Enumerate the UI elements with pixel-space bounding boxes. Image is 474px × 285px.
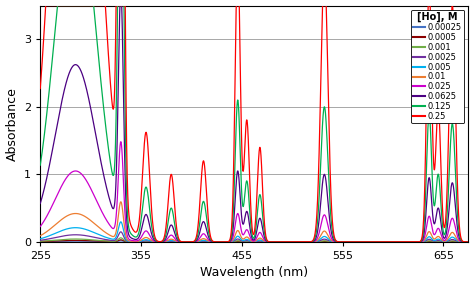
X-axis label: Wavelength (nm): Wavelength (nm) xyxy=(201,266,309,280)
Legend: 0.00025, 0.0005, 0.001, 0.0025, 0.005, 0.01, 0.025, 0.0625, 0.125, 0.25: 0.00025, 0.0005, 0.001, 0.0025, 0.005, 0… xyxy=(411,10,464,123)
Y-axis label: Absorbance: Absorbance xyxy=(6,87,18,161)
